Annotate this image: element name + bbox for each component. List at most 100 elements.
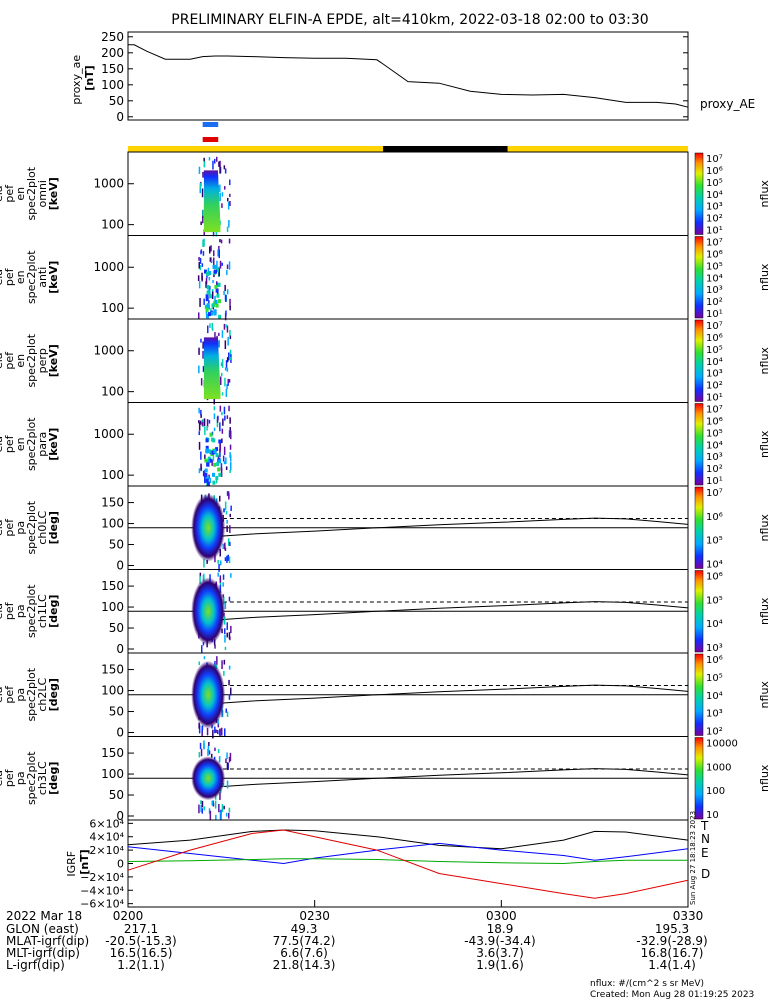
spectrogram-pixel	[211, 460, 213, 466]
panel-ylabel-line: ch1LC	[36, 594, 49, 628]
colorbar-tick-label: 10³	[706, 709, 723, 720]
spectrogram-pixel	[215, 303, 219, 308]
panel-ylabel-line: perp	[36, 348, 49, 373]
colorbar-tick-label: 10¹	[706, 393, 723, 404]
spectrogram-pixel	[202, 171, 204, 178]
spectrogram-pixel	[209, 323, 211, 328]
spectrogram-pixel	[218, 246, 220, 250]
spectrogram-pixel	[221, 192, 224, 197]
panel-ylabel-line: pef	[3, 768, 16, 787]
spectrogram-pixel	[226, 780, 229, 789]
spectrogram-pixel	[204, 458, 208, 463]
spectrogram-pixel	[221, 372, 223, 377]
spectrogram-pixel	[217, 749, 220, 754]
spectrogram-pixel	[225, 510, 228, 515]
panel-ytick-label: 0	[116, 559, 124, 573]
spectrogram-pixel	[199, 575, 201, 585]
spectrogram-pixel	[227, 201, 230, 210]
spectrogram-pixel	[227, 378, 229, 383]
panel-ytick-label: 100	[101, 385, 124, 399]
colorbar-tick-label: 10²	[706, 297, 723, 308]
spectrogram-pixel	[226, 632, 228, 638]
pa-losscone-line	[208, 684, 689, 705]
spectrogram-pixel	[210, 257, 212, 263]
spectrogram-pixel	[207, 305, 210, 310]
spectrogram-pixel	[212, 800, 214, 806]
spectrogram-pixel	[206, 303, 210, 308]
spectrogram-pixel	[230, 430, 232, 440]
time-axis: 0200 0230 0300 0330	[113, 900, 703, 923]
colorbar-tick-label: 10⁴	[706, 560, 723, 571]
colorbar	[694, 486, 704, 569]
spectrogram-pixel	[206, 271, 210, 276]
spectrogram-pixel	[218, 804, 220, 813]
colorbar-tick-label: 10⁴	[706, 691, 723, 702]
panel-ylabel-line: ch3LC	[36, 761, 49, 795]
igrf-series-E	[127, 858, 688, 865]
spectrogram-pixel	[226, 752, 228, 760]
spectrogram-pixel	[224, 634, 226, 643]
spectrogram-pixel	[201, 263, 204, 267]
spectrogram-pixel	[224, 367, 227, 371]
spectrogram-pixel	[208, 300, 210, 306]
spectrogram-flux-region	[203, 170, 221, 233]
spectrogram-pixel	[220, 463, 223, 470]
spectrogram-pixel	[218, 299, 221, 304]
spectrogram-pixel	[223, 805, 225, 810]
panel-ylabel-line: en	[14, 354, 27, 368]
spectrogram-pixel	[198, 752, 201, 758]
panel-ylabel-line: ch0LC	[36, 511, 49, 545]
spectrogram-pixel	[199, 186, 201, 194]
spectrogram-pixel	[213, 413, 216, 420]
ephem-value: 16.8(16.7)	[641, 946, 704, 960]
panel-anti: elapefenspec2plotanti[keV] 100010010⁷10⁶1…	[0, 235, 771, 321]
spectrogram-pixel	[229, 179, 231, 186]
ephem-row-label: MLT-igrf(dip)	[6, 946, 80, 960]
panel-ylabel-line: pa	[14, 688, 27, 702]
spectrogram-pixel	[209, 257, 212, 262]
ephem-value: -32.9(-28.9)	[636, 934, 707, 948]
colorbar-tick-label: 1000	[706, 762, 731, 773]
colorbar-tick-label: 10⁷	[706, 154, 723, 165]
panel-ytick-label: 1000	[93, 260, 124, 274]
orbit-bar-black	[383, 146, 508, 152]
spectrogram-pixel	[226, 491, 229, 496]
spectrogram-pixel	[228, 238, 231, 244]
spectrogram-pixel	[199, 182, 202, 189]
panel-ytick-label: 100	[101, 301, 124, 315]
spectrogram-pixel	[208, 419, 211, 424]
colorbar-tick-label: 10²	[706, 381, 723, 392]
spectrogram-pixel	[202, 251, 205, 256]
igrf-frame	[127, 819, 689, 908]
spectrogram-pixel	[199, 742, 202, 750]
panel-ylabel-line: spec2plot	[25, 417, 38, 471]
colorbar-tick-label: 10³	[706, 285, 723, 296]
spectrogram-pixel	[200, 451, 202, 460]
spectrogram-pixel	[228, 405, 230, 412]
colorbar-tick-label: 10⁵	[706, 673, 723, 684]
spectrogram-pixel	[222, 574, 225, 580]
spectrogram-flux-region	[191, 756, 226, 801]
spectrogram-pixel	[204, 468, 208, 473]
spectrogram-pixel	[218, 563, 220, 572]
panel-ch0LC: elapefpaspec2plotch0LC[deg] 150 100 50 0 10⁷ 1…	[0, 485, 771, 573]
colorbar-tick-label: 10²	[706, 727, 723, 738]
spectrogram-pixel	[224, 628, 226, 635]
colorbar-tick-label: 10²	[706, 214, 723, 225]
spectrogram-pixel	[213, 462, 217, 467]
colorbar-tick-label: 10⁷	[706, 238, 723, 249]
spectrogram-pixel	[227, 382, 229, 386]
spectrogram-pixel	[228, 807, 231, 813]
panel-ytick-label: 100	[101, 517, 124, 531]
spectrogram-pixel	[217, 249, 219, 257]
spectrogram-pixel	[206, 459, 210, 464]
spectrogram-pixel	[214, 726, 216, 734]
spectrogram-pixel	[206, 419, 209, 428]
spectrogram-pixel	[222, 543, 224, 550]
spectrogram-pixel	[223, 670, 225, 676]
spectrogram-pixel	[220, 811, 222, 820]
spectrogram-pixel	[217, 467, 221, 472]
spectrogram-pixel	[200, 221, 202, 225]
panel-ylabel-line: ela	[0, 185, 5, 202]
